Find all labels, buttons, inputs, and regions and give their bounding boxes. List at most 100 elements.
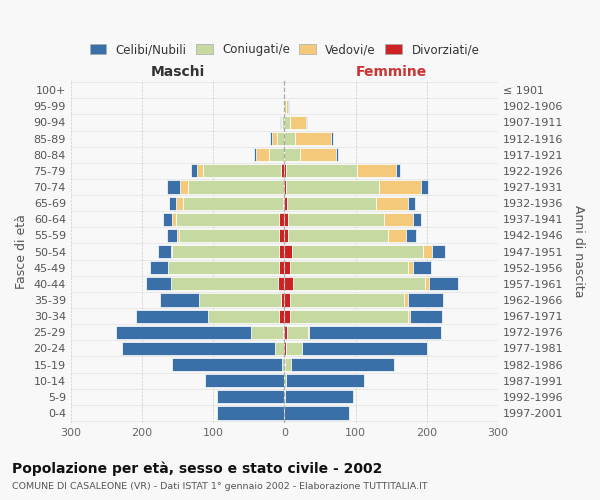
Text: Femmine: Femmine xyxy=(356,65,427,79)
Bar xyxy=(158,245,170,258)
Bar xyxy=(277,132,284,145)
Bar xyxy=(284,116,290,129)
Bar xyxy=(292,245,424,258)
Bar xyxy=(170,245,172,258)
Y-axis label: Anni di nascita: Anni di nascita xyxy=(572,206,585,298)
Bar xyxy=(285,358,291,371)
Bar xyxy=(179,229,279,242)
Bar xyxy=(279,245,284,258)
Bar xyxy=(310,326,441,339)
Text: COMUNE DI CASALEONE (VR) - Dati ISTAT 1° gennaio 2002 - Elaborazione TUTTITALIA.: COMUNE DI CASALEONE (VR) - Dati ISTAT 1°… xyxy=(12,482,428,491)
Bar xyxy=(279,212,284,226)
Bar xyxy=(288,212,384,226)
Bar xyxy=(284,374,286,388)
Bar xyxy=(290,294,404,306)
Bar xyxy=(284,84,285,97)
Bar xyxy=(217,406,284,420)
Bar xyxy=(286,180,379,194)
Bar xyxy=(295,132,331,145)
Bar xyxy=(170,277,171,290)
Bar xyxy=(281,164,284,177)
Bar xyxy=(217,390,284,404)
Bar xyxy=(300,148,336,162)
Bar xyxy=(408,294,443,306)
Bar xyxy=(288,100,289,113)
Bar xyxy=(284,342,286,355)
Bar xyxy=(302,342,427,355)
Bar xyxy=(421,180,428,194)
Bar xyxy=(172,212,176,226)
Bar xyxy=(256,148,269,162)
Bar xyxy=(280,116,281,129)
Bar xyxy=(432,245,445,258)
Bar xyxy=(293,277,425,290)
Bar xyxy=(172,358,283,371)
Bar xyxy=(429,277,458,290)
Bar xyxy=(424,245,432,258)
Bar xyxy=(286,342,302,355)
Bar xyxy=(283,116,284,129)
Bar xyxy=(176,212,279,226)
Bar xyxy=(284,277,293,290)
Bar xyxy=(287,196,376,210)
Bar xyxy=(388,229,406,242)
Bar xyxy=(278,277,284,290)
Bar xyxy=(146,277,170,290)
Bar xyxy=(284,229,288,242)
Bar xyxy=(408,310,410,322)
Bar xyxy=(167,261,169,274)
Bar xyxy=(176,196,184,210)
Bar xyxy=(285,390,353,404)
Bar xyxy=(169,261,279,274)
Bar xyxy=(290,261,408,274)
Bar xyxy=(284,180,286,194)
Bar xyxy=(167,229,177,242)
Bar xyxy=(286,164,357,177)
Text: Popolazione per età, sesso e stato civile - 2002: Popolazione per età, sesso e stato civil… xyxy=(12,462,382,476)
Bar xyxy=(379,180,421,194)
Bar xyxy=(331,132,333,145)
Bar xyxy=(384,212,413,226)
Bar xyxy=(284,196,287,210)
Bar xyxy=(279,229,284,242)
Bar xyxy=(284,406,349,420)
Bar xyxy=(203,164,281,177)
Bar xyxy=(413,212,421,226)
Bar xyxy=(290,116,306,129)
Bar xyxy=(397,164,400,177)
Bar xyxy=(283,196,284,210)
Bar xyxy=(336,148,338,162)
Bar xyxy=(272,132,277,145)
Bar xyxy=(284,100,286,113)
Bar xyxy=(180,180,188,194)
Bar xyxy=(306,116,307,129)
Bar xyxy=(270,132,272,145)
Text: Maschi: Maschi xyxy=(151,65,205,79)
Legend: Celibi/Nubili, Coniugati/e, Vedovi/e, Divorziati/e: Celibi/Nubili, Coniugati/e, Vedovi/e, Di… xyxy=(85,38,484,61)
Bar xyxy=(169,196,176,210)
Bar xyxy=(410,310,442,322)
Bar xyxy=(283,326,284,339)
Bar xyxy=(284,164,286,177)
Bar xyxy=(163,212,172,226)
Bar xyxy=(404,294,408,306)
Bar xyxy=(208,310,279,322)
Bar xyxy=(281,294,284,306)
Bar xyxy=(284,326,287,339)
Bar xyxy=(171,277,278,290)
Bar xyxy=(279,310,284,322)
Bar xyxy=(284,261,290,274)
Bar xyxy=(286,374,364,388)
Bar xyxy=(284,310,290,322)
Bar xyxy=(269,148,284,162)
Bar xyxy=(288,229,388,242)
Bar xyxy=(284,148,300,162)
Bar xyxy=(425,277,429,290)
Bar xyxy=(283,358,284,371)
Bar xyxy=(408,196,415,210)
Bar xyxy=(275,342,284,355)
Bar xyxy=(191,164,197,177)
Bar xyxy=(291,358,394,371)
Bar xyxy=(284,390,285,404)
Bar xyxy=(281,116,283,129)
